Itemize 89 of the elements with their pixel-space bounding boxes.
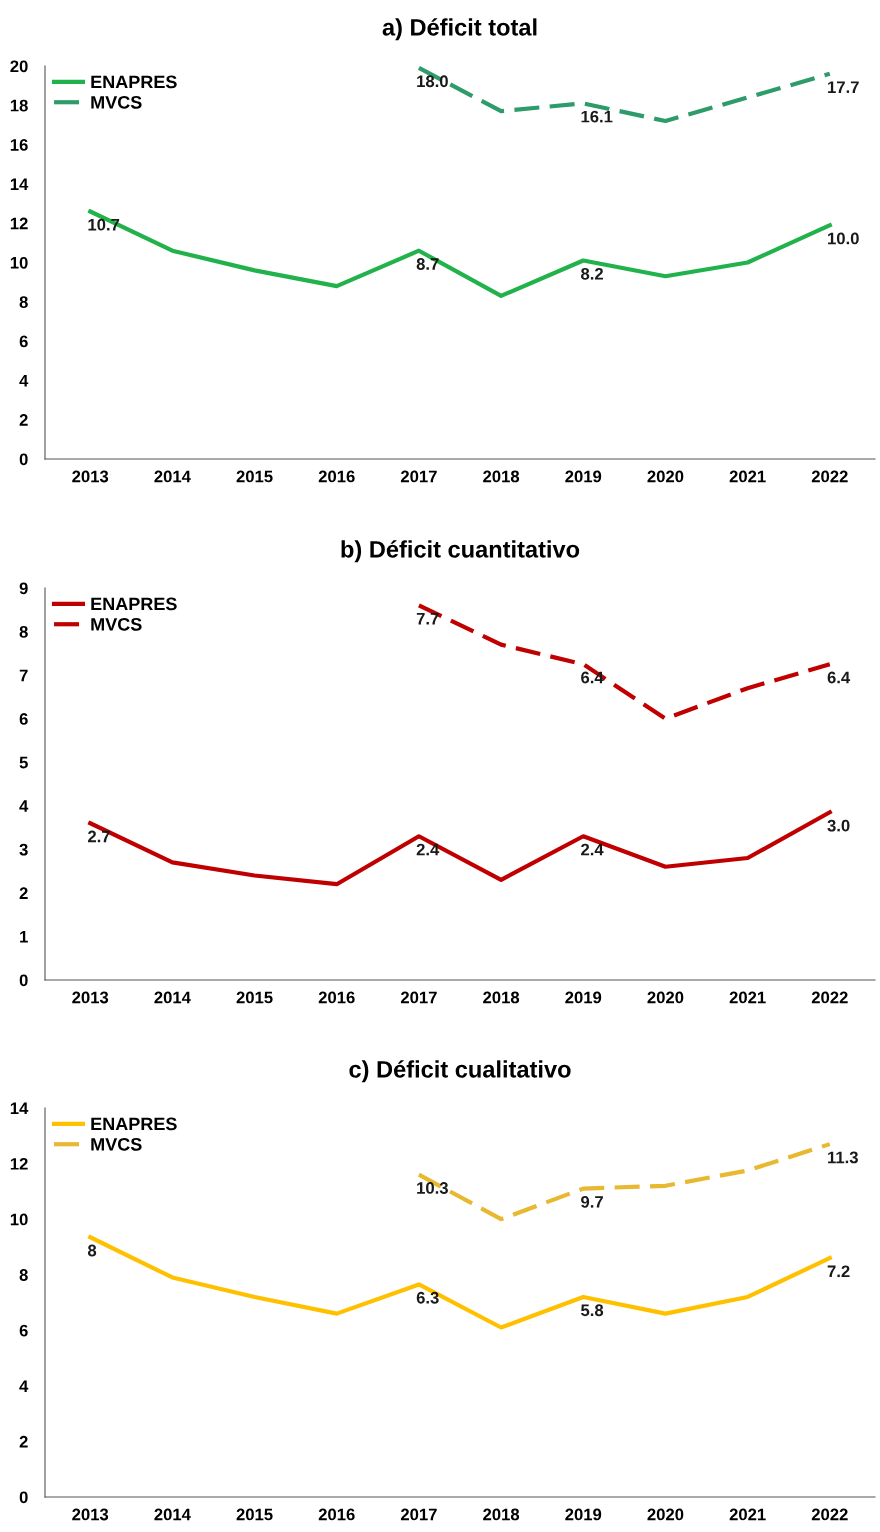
annotation: 8.7	[416, 258, 439, 270]
x-tick-label: 2020	[647, 470, 684, 483]
x-tick-label: 2019	[565, 991, 602, 1004]
legend-label: ENAPRES	[91, 597, 177, 611]
legend-label: MVCS	[91, 617, 142, 631]
y-tick-label: 1	[20, 931, 28, 943]
y-tick-label: 18	[10, 99, 28, 112]
x-tick-label: 2022	[811, 1508, 848, 1521]
y-tick-label: 0	[19, 453, 28, 466]
annotation: 16.1	[581, 110, 613, 123]
annotation: 18.0	[417, 75, 448, 88]
x-tick-label: 2013	[72, 470, 109, 483]
x-tick-label: 2017	[400, 991, 437, 1004]
x-tick-label: 2013	[72, 991, 109, 1004]
y-tick-label: 0	[19, 974, 28, 987]
y-tick-label: 4	[19, 800, 29, 812]
annotation: 2.4	[581, 843, 604, 856]
y-tick-label: 12	[10, 1157, 28, 1170]
y-tick-label: 14	[10, 1102, 29, 1115]
y-tick-label: 12	[10, 217, 28, 230]
legend-label: MVCS	[91, 1137, 142, 1151]
x-tick-label: 2013	[72, 1508, 109, 1521]
y-tick-label: 4	[19, 374, 29, 387]
x-tick-label: 2015	[236, 1508, 273, 1521]
y-tick-label: 4	[19, 1380, 29, 1392]
legend-label: ENAPRES	[91, 1117, 177, 1131]
y-tick-label: 7	[19, 669, 28, 682]
y-tick-label: 14	[10, 178, 29, 190]
x-tick-label: 2021	[729, 1508, 766, 1521]
annotation: 6.3	[416, 1291, 439, 1304]
annotation: 10.0	[828, 232, 859, 245]
x-tick-label: 2014	[154, 470, 191, 483]
annotation: 9.7	[581, 1195, 603, 1208]
x-tick-label: 2014	[154, 991, 191, 1004]
y-tick-label: 8	[19, 1269, 28, 1281]
y-tick-label: 5	[19, 756, 28, 769]
y-tick-label: 6	[19, 1324, 28, 1337]
x-tick-label: 2019	[565, 470, 602, 483]
annotation: 7.2	[827, 1265, 850, 1278]
annotation: 8	[87, 1244, 97, 1257]
x-tick-label: 2021	[729, 991, 766, 1004]
x-tick-label: 2018	[483, 991, 520, 1004]
y-tick-label: 3	[19, 843, 28, 856]
x-tick-label: 2016	[318, 991, 355, 1004]
x-tick-label: 2016	[318, 1508, 355, 1521]
x-tick-label: 2015	[236, 470, 273, 483]
legend-label: ENAPRES	[91, 75, 177, 89]
annotation: 6.4	[581, 671, 604, 684]
y-tick-label: 16	[10, 139, 28, 151]
x-tick-label: 2018	[483, 470, 520, 483]
x-tick-label: 2018	[483, 1508, 520, 1521]
x-tick-label: 2020	[647, 991, 684, 1004]
x-tick-label: 2019	[565, 1508, 602, 1521]
x-tick-label: 2015	[236, 991, 273, 1004]
y-tick-label: 2	[19, 1435, 28, 1448]
y-tick-label: 0	[19, 1491, 28, 1504]
annotation: 5.8	[581, 1304, 604, 1317]
annotation: 2.4	[416, 843, 440, 856]
annotation: 10.3	[417, 1182, 448, 1194]
x-tick-label: 2017	[400, 1508, 437, 1521]
annotation: 10.7	[88, 218, 120, 231]
x-tick-label: 2014	[154, 1508, 191, 1521]
x-tick-label: 2020	[647, 1508, 684, 1521]
annotation: 11.3	[828, 1151, 858, 1164]
annotation: 7.7	[416, 612, 439, 625]
y-tick-label: 10	[10, 1213, 28, 1226]
annotation: 3.0	[827, 819, 850, 832]
annotation: 6.4	[827, 671, 851, 684]
chart-title: b) Déficit cuantitativo	[341, 540, 580, 563]
y-tick-label: 6	[19, 335, 28, 348]
chart-title: c) Déficit cualitativo	[349, 1060, 571, 1083]
x-tick-label: 2017	[400, 470, 437, 483]
y-tick-label: 9	[19, 582, 28, 595]
y-tick-label: 20	[10, 60, 28, 73]
y-tick-label: 10	[10, 256, 28, 269]
y-tick-label: 2	[19, 414, 28, 426]
y-tick-label: 2	[19, 887, 28, 899]
legend-label: MVCS	[91, 95, 142, 109]
x-tick-label: 2022	[811, 991, 848, 1004]
x-tick-label: 2022	[811, 470, 848, 483]
chart-title: a) Déficit total	[382, 18, 537, 41]
x-tick-label: 2016	[318, 470, 355, 483]
x-tick-label: 2021	[729, 470, 766, 483]
y-tick-label: 8	[19, 296, 28, 308]
y-tick-label: 6	[19, 713, 28, 725]
annotation: 2.7	[88, 830, 110, 843]
annotation: 8.2	[581, 267, 603, 280]
annotation: 17.7	[828, 81, 859, 93]
y-tick-label: 8	[19, 625, 28, 638]
